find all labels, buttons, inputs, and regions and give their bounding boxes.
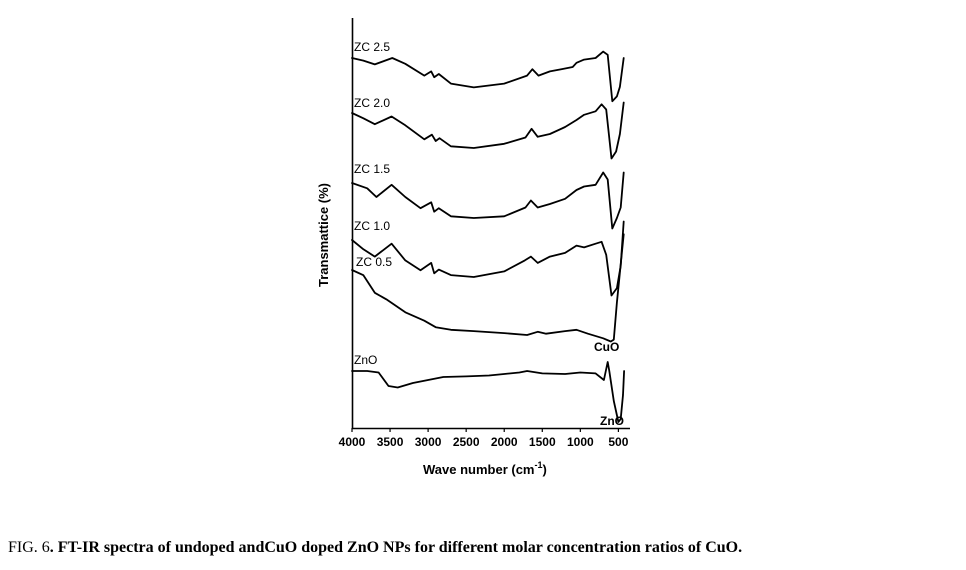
series-labels: ZC 2.5 ZC 2.0 ZC 1.5 ZC 1.0 ZC 0.5 ZnO — [354, 40, 392, 367]
x-tick-label-3500: 3500 — [377, 435, 404, 449]
series-label-zc-0-5: ZC 0.5 — [356, 255, 392, 269]
spectra — [351, 50, 625, 423]
series-label-zc-1-5: ZC 1.5 — [354, 162, 390, 176]
spectrum-zc-2-5 — [351, 50, 625, 103]
y-axis-title: Transmattice (%) — [316, 183, 331, 287]
series-label-zc-2-0: ZC 2.0 — [354, 96, 390, 110]
figure-caption: FIG. 6. FT-IR spectra of undoped andCuO … — [8, 539, 958, 557]
spectrum-zc-0-5 — [351, 233, 625, 343]
spectrum-zc-1-0 — [351, 220, 625, 297]
x-tick-label-1000: 1000 — [567, 435, 594, 449]
spectrum-zc-2-0 — [351, 101, 625, 160]
series-label-zno: ZnO — [354, 353, 377, 367]
caption-text: . FT-IR spectra of undoped andCuO doped … — [49, 539, 743, 556]
x-tick-label-3000: 3000 — [415, 435, 442, 449]
spectrum-zc-1-5 — [351, 171, 625, 230]
x-tick-label-2500: 2500 — [453, 435, 480, 449]
x-tick-label-2000: 2000 — [491, 435, 518, 449]
spectrum-zno — [351, 361, 625, 423]
x-axis-title: Wave number (cm-1) — [423, 460, 547, 477]
x-tick-label-1500: 1500 — [529, 435, 556, 449]
series-label-zc-2-5: ZC 2.5 — [354, 40, 390, 54]
series-label-zc-1-0: ZC 1.0 — [354, 219, 390, 233]
x-tick-label-500: 500 — [608, 435, 628, 449]
caption-prefix: FIG. 6 — [8, 539, 50, 556]
zno-peak-label: ZnO — [600, 414, 624, 428]
x-tick-labels: 4000 3500 3000 2500 2000 1500 1000 500 — [339, 435, 629, 449]
cuo-label: CuO — [594, 340, 619, 354]
x-ticks — [351, 428, 619, 432]
x-tick-label-4000: 4000 — [339, 435, 366, 449]
